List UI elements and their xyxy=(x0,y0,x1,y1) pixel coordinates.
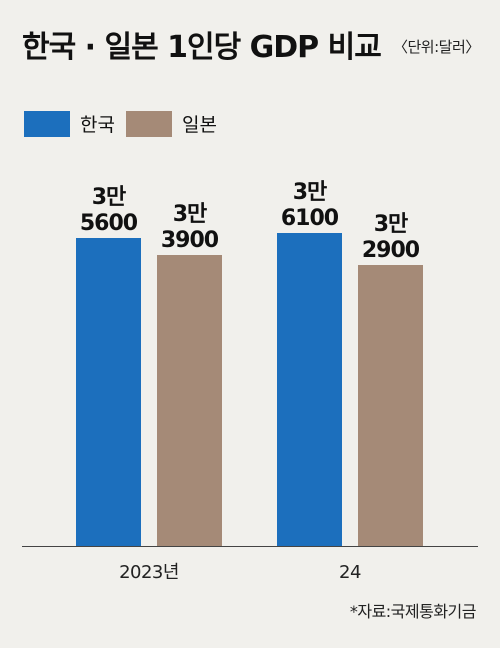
bar-korea-1 xyxy=(277,233,342,546)
legend-label-korea: 한국 xyxy=(80,114,115,136)
data-label-korea-0-1: 5600 xyxy=(80,211,138,236)
data-label-japan-0-1: 3900 xyxy=(161,228,219,253)
chart-title: 한국 · 일본 1인당 GDP 비교 xyxy=(22,30,382,65)
data-label-japan-1-1: 2900 xyxy=(362,238,420,263)
data-label-korea-1-0: 3만 xyxy=(293,180,327,205)
x-tick-label-0: 2023년 xyxy=(119,562,179,583)
data-label-korea-0-0: 3만 xyxy=(92,185,126,210)
bar-korea-0 xyxy=(76,238,141,546)
source-note: *자료:국제통화기금 xyxy=(349,602,477,621)
legend-item-korea: 한국 xyxy=(24,110,115,137)
unit-label: 〈단위:달러〉 xyxy=(393,38,480,56)
bar-japan-1 xyxy=(358,265,423,546)
data-label-japan-0-0: 3만 xyxy=(173,202,207,227)
data-label-japan-1-0: 3만 xyxy=(374,212,408,237)
data-label-korea-1-1: 6100 xyxy=(281,206,339,231)
legend-swatch-japan xyxy=(126,110,172,137)
legend-item-japan: 일본 xyxy=(126,110,217,137)
bar-japan-0 xyxy=(157,255,222,546)
legend-label-japan: 일본 xyxy=(182,114,217,136)
x-tick-label-1: 24 xyxy=(339,562,361,583)
legend-swatch-korea xyxy=(24,110,70,137)
